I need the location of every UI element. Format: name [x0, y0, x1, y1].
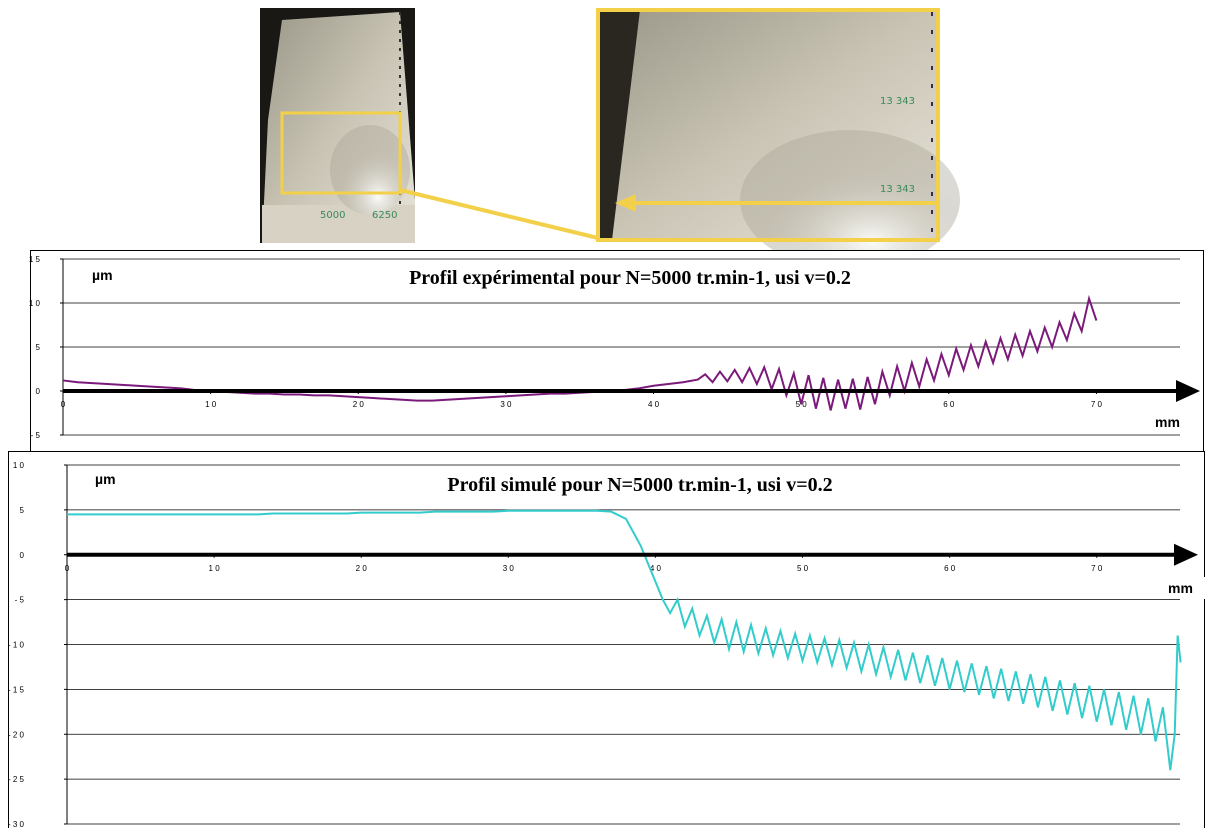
y-tick-label: - 3 0: [8, 820, 25, 828]
x-tick-label: 2 0: [353, 400, 365, 409]
data-line: [62, 294, 1098, 411]
zoom-line: [399, 188, 599, 240]
photo-label: 6250: [372, 210, 397, 221]
y-tick-label: - 2 0: [8, 730, 25, 739]
y-tick-label: 0: [20, 551, 25, 560]
y-tick-label: 5: [20, 506, 25, 515]
x-axis-label: mm: [1155, 414, 1180, 430]
y-tick-label: 1 0: [29, 299, 41, 308]
chart-title: Profil simulé pour N=5000 tr.min-1, usi …: [447, 474, 832, 496]
y-axis-label: µm: [95, 471, 116, 487]
left-photo: 5000 6250: [260, 8, 415, 243]
y-tick-label: 1 5: [29, 255, 41, 264]
y-tick-label: - 5: [15, 596, 25, 605]
label-bg: [91, 470, 131, 490]
chart-title: Profil expérimental pour N=5000 tr.min-1…: [409, 267, 851, 289]
title-bg: [280, 266, 980, 290]
title-bg: [290, 473, 990, 497]
data-line: [67, 509, 1182, 771]
x-axis-label: mm: [1168, 580, 1193, 596]
x-tick-label: 0: [65, 564, 70, 573]
x-tick-label: 5 0: [796, 400, 808, 409]
y-tick-label: 0: [36, 387, 41, 396]
x-tick-label: 5 0: [797, 564, 809, 573]
y-tick-label: 5: [36, 343, 41, 352]
photo-label: 13 343: [880, 184, 915, 195]
y-tick-label: 1 0: [13, 461, 25, 470]
x-tick-label: 1 0: [205, 400, 217, 409]
arrow-head: [1176, 380, 1200, 402]
chart-frame: [8, 451, 1205, 828]
label-bg: [88, 266, 128, 286]
x-tick-label: 2 0: [356, 564, 368, 573]
photo-label: 5000: [320, 210, 345, 221]
x-tick-label: 4 0: [650, 564, 662, 573]
x-tick-label: 3 0: [500, 400, 512, 409]
x-tick-label: 1 0: [209, 564, 221, 573]
x-tick-label: 7 0: [1091, 564, 1103, 573]
photo-label: 13 343: [880, 96, 915, 107]
y-tick-label: - 5: [31, 431, 41, 440]
x-tick-label: 6 0: [943, 400, 955, 409]
y-tick-label: - 2 5: [8, 775, 25, 784]
x-tick-label: 7 0: [1091, 400, 1103, 409]
x-tick-label: 3 0: [503, 564, 515, 573]
label-bg: [1107, 411, 1197, 433]
arrow-head: [1174, 543, 1198, 566]
x-tick-label: 0: [61, 400, 66, 409]
y-tick-label: - 1 0: [8, 641, 25, 650]
x-tick-label: 6 0: [944, 564, 956, 573]
right-photo: 13 343 13 343: [596, 8, 960, 270]
y-tick-label: - 1 5: [8, 685, 25, 694]
label-bg: [1120, 577, 1206, 599]
y-axis-label: µm: [92, 267, 113, 283]
x-tick-label: 4 0: [648, 400, 660, 409]
